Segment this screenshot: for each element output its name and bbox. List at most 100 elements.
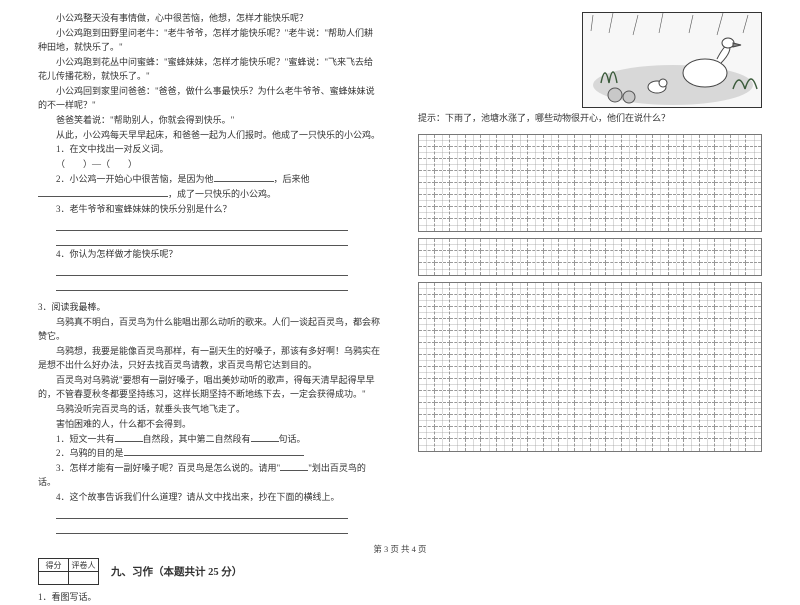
writing-grid-cell — [419, 307, 435, 319]
story2-q1: 1．短文一共有自然段，其中第二自然段有句话。 — [38, 433, 382, 447]
writing-grid-cell — [528, 391, 544, 403]
writing-grid-cell — [559, 147, 575, 159]
writing-grid-cell — [435, 355, 451, 367]
writing-grid-cell — [637, 219, 653, 231]
writing-grid-cell — [731, 403, 747, 415]
writing-grid-cell — [466, 283, 482, 295]
writing-grid-cell — [746, 147, 761, 159]
score-cell — [39, 572, 69, 585]
writing-grid-cell — [653, 343, 669, 355]
writing-grid-cell — [653, 239, 669, 251]
writing-grid-cell — [435, 319, 451, 331]
writing-grid-cell — [419, 159, 435, 171]
writing-grid-cell — [622, 343, 638, 355]
writing-grid-cell — [700, 439, 716, 451]
writing-grid-cell — [622, 263, 638, 275]
writing-grid-cell — [653, 415, 669, 427]
illustration-image — [582, 12, 762, 108]
writing-grid-cell — [435, 171, 451, 183]
story2-p3: 百灵鸟对乌鸦说"要想有一副好嗓子，唱出美妙动听的歌声，得每天清早起得早早的，不管… — [38, 374, 382, 402]
writing-grid-cell — [669, 331, 685, 343]
writing-grid-cell — [497, 355, 513, 367]
writing-grid-cell — [435, 159, 451, 171]
writing-grid-cell — [513, 415, 529, 427]
writing-grid-cell — [559, 391, 575, 403]
writing-grid-cell — [731, 391, 747, 403]
writing-grid-cell — [575, 239, 591, 251]
writing-grid-cell — [497, 207, 513, 219]
writing-grid-cell — [435, 403, 451, 415]
writing-grid-cell — [746, 183, 761, 195]
writing-grid-cell — [715, 319, 731, 331]
writing-grid-cell — [591, 183, 607, 195]
writing-grid-cell — [450, 239, 466, 251]
writing-grid-cell — [731, 195, 747, 207]
writing-grid-cell — [419, 391, 435, 403]
writing-grid-cell — [528, 239, 544, 251]
writing-grid-cell — [684, 391, 700, 403]
writing-grid-cell — [684, 331, 700, 343]
writing-grid-cell — [669, 195, 685, 207]
writing-grid-cell — [419, 415, 435, 427]
writing-grid-cell — [746, 367, 761, 379]
writing-grid-cell — [575, 415, 591, 427]
writing-grid-cell — [715, 195, 731, 207]
writing-grid-cell — [715, 135, 731, 147]
writing-grid-cell — [497, 183, 513, 195]
writing-grid-cell — [481, 427, 497, 439]
writing-grid-cell — [653, 439, 669, 451]
writing-grid-cell — [544, 415, 560, 427]
writing-grid-cell — [450, 319, 466, 331]
writing-grid-cell — [669, 367, 685, 379]
writing-grid-cell — [606, 295, 622, 307]
writing-grid-cell — [637, 239, 653, 251]
writing-grid-cell — [497, 307, 513, 319]
writing-grid-cell — [528, 319, 544, 331]
story2-q1c: 句话。 — [279, 434, 306, 444]
writing-grid-cell — [637, 283, 653, 295]
writing-grid-cell — [606, 283, 622, 295]
writing-grid-cell — [528, 355, 544, 367]
writing-grid-cell — [559, 379, 575, 391]
writing-grid-cell — [700, 403, 716, 415]
writing-grid-cell — [700, 319, 716, 331]
writing-grid-cell — [481, 319, 497, 331]
writing-grid-cell — [746, 263, 761, 275]
writing-grid-cell — [450, 207, 466, 219]
writing-grid-cell — [481, 171, 497, 183]
writing-grid-cell — [606, 391, 622, 403]
writing-grid-cell — [700, 415, 716, 427]
writing-grid-cell — [481, 343, 497, 355]
writing-grid-cell — [637, 343, 653, 355]
writing-grid-cell — [513, 319, 529, 331]
writing-grid-cell — [669, 343, 685, 355]
writing-grid-cell — [466, 251, 482, 263]
writing-grid-cell — [513, 195, 529, 207]
story1-q2: 2．小公鸡一开始心中很苦恼，是因为他，后来他 — [38, 173, 382, 187]
writing-grid-cell — [637, 135, 653, 147]
writing-grid-cell — [497, 319, 513, 331]
writing-grid-cell — [669, 183, 685, 195]
writing-grid-cell — [700, 343, 716, 355]
writing-grid-cell — [669, 307, 685, 319]
writing-grid-cell — [606, 319, 622, 331]
writing-grid-cell — [622, 403, 638, 415]
writing-grid-cell — [575, 307, 591, 319]
writing-grid-cell — [684, 355, 700, 367]
writing-grid-cell — [684, 319, 700, 331]
writing-grid-cell — [544, 283, 560, 295]
writing-grid-cell — [544, 159, 560, 171]
writing-grid-cell — [481, 159, 497, 171]
writing-grid-cell — [731, 147, 747, 159]
writing-grid-cell — [419, 403, 435, 415]
writing-grid-cell — [450, 295, 466, 307]
writing-grid-cell — [622, 251, 638, 263]
writing-grid-cell — [575, 159, 591, 171]
writing-grid-cell — [419, 195, 435, 207]
writing-grid-cell — [731, 263, 747, 275]
writing-grid-cell — [746, 307, 761, 319]
writing-grid-cell — [669, 147, 685, 159]
writing-grid-cell — [684, 415, 700, 427]
writing-grid-cell — [450, 331, 466, 343]
writing-grid-cell — [466, 207, 482, 219]
